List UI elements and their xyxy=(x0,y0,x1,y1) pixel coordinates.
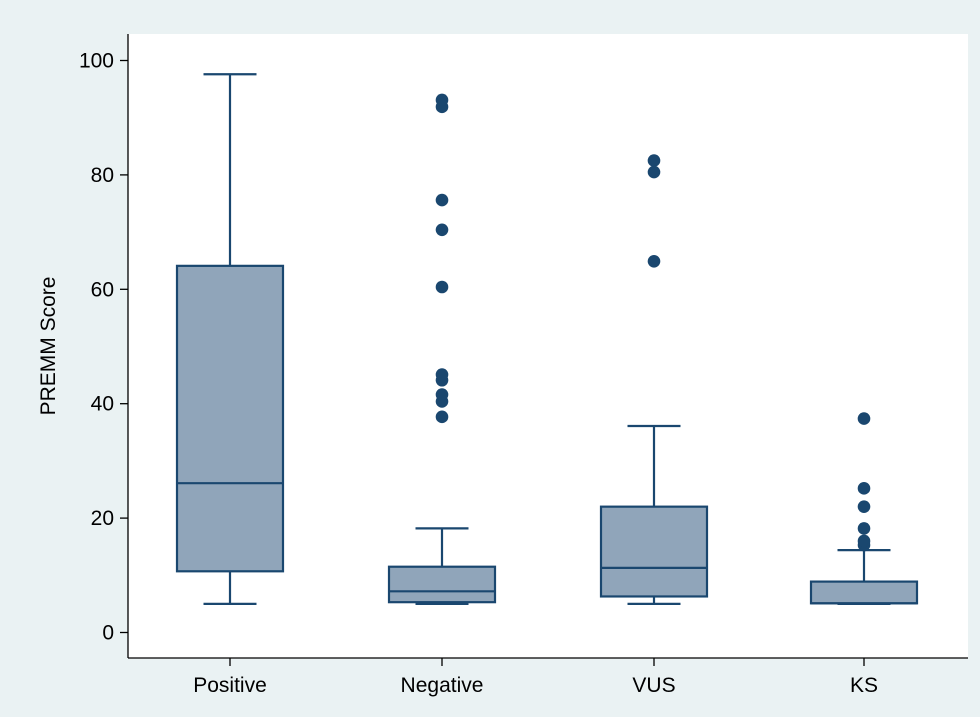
outlier-point xyxy=(435,280,449,294)
outlier-point xyxy=(647,254,661,268)
x-tick-label: VUS xyxy=(632,674,675,697)
box-series xyxy=(175,73,919,606)
y-axis-title: PREMM Score xyxy=(37,277,60,416)
outlier-point xyxy=(857,534,871,548)
outlier-point xyxy=(857,482,871,495)
y-tick-label: 40 xyxy=(91,393,114,416)
outlier-point xyxy=(857,522,871,535)
box-group xyxy=(387,93,497,606)
box-group xyxy=(599,154,709,606)
outlier-point xyxy=(857,412,871,425)
iqr-box xyxy=(809,580,919,605)
x-tick-label: Negative xyxy=(401,674,484,697)
box-group xyxy=(809,412,919,606)
outlier-point xyxy=(647,165,661,179)
y-axis: 0 20 40 60 80 100 xyxy=(79,34,129,658)
outlier-point xyxy=(435,223,449,237)
y-tick-label: 80 xyxy=(91,164,114,187)
iqr-box xyxy=(175,264,285,573)
outlier-point xyxy=(435,93,449,107)
y-tick-label: 60 xyxy=(91,278,114,301)
iqr-box xyxy=(387,565,497,604)
outlier-point xyxy=(857,500,871,513)
outlier-point xyxy=(435,368,449,381)
y-tick-label: 100 xyxy=(79,50,114,73)
outlier-point xyxy=(435,193,449,207)
x-tick-label: KS xyxy=(850,674,878,697)
x-axis: Positive Negative VUS KS xyxy=(128,657,968,697)
x-tick-label: Positive xyxy=(193,674,267,697)
box-group xyxy=(175,73,285,606)
y-tick-label: 0 xyxy=(102,622,114,645)
outlier-point xyxy=(435,388,449,401)
outlier-point xyxy=(435,410,449,424)
y-tick-label: 20 xyxy=(91,507,114,530)
outlier-point xyxy=(647,154,661,167)
iqr-box xyxy=(599,505,709,598)
